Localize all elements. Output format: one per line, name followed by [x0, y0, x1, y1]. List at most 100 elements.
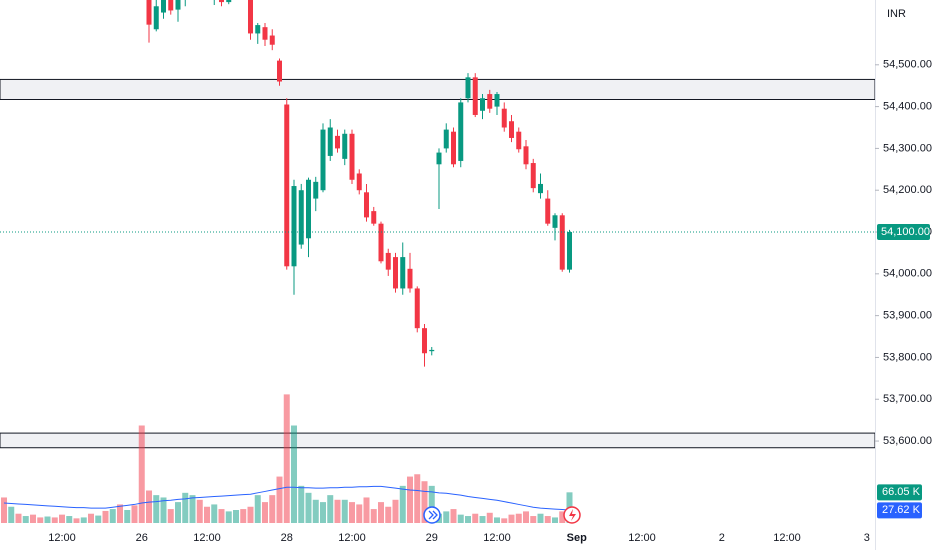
candle-body: [559, 215, 565, 270]
volume-bar: [44, 516, 51, 523]
candle-body: [175, 0, 181, 10]
candle-body: [291, 186, 297, 267]
volume-bar: [204, 506, 210, 523]
y-tick-label: 54,300.00: [883, 142, 932, 154]
candle-body: [472, 77, 478, 115]
volume-bar: [421, 481, 428, 523]
volume-bar: [182, 492, 189, 523]
volume-bar: [356, 504, 363, 523]
y-tick-label: 53,700.00: [883, 393, 932, 405]
volume-bar: [262, 502, 268, 523]
volume-bar: [457, 514, 464, 523]
volume-bar: [283, 394, 290, 523]
volume-bar: [189, 495, 196, 523]
candle-body: [429, 349, 435, 352]
candle-body: [255, 25, 261, 34]
candle-body: [146, 0, 152, 25]
volume-ma-line: [3, 485, 570, 511]
x-tick-label: 2: [719, 532, 725, 544]
candle-body: [327, 127, 333, 156]
volume-bar: [276, 476, 283, 523]
volume-bar: [22, 516, 29, 523]
candle-body: [545, 198, 551, 224]
x-tick-label: 29: [426, 532, 438, 544]
last-price-label: 54,100.00: [881, 226, 930, 238]
candle-body: [385, 252, 391, 270]
volume-bar: [218, 509, 225, 523]
x-tick-label: 12:00: [48, 532, 76, 544]
volume-bar: [160, 497, 167, 523]
candle-body: [480, 98, 485, 111]
volume-bar: [254, 495, 261, 523]
candle-body: [552, 215, 558, 228]
volume-icon[interactable]: [423, 506, 441, 524]
volume-bar: [385, 506, 392, 523]
event-icon[interactable]: [563, 506, 581, 524]
volume-bar: [523, 511, 529, 523]
volume-bar: [392, 499, 399, 523]
volume-bar: [298, 485, 305, 523]
volume-bar: [450, 509, 457, 523]
x-tick-label: Sep: [567, 532, 587, 544]
volume-bar: [95, 515, 102, 523]
volume-bar: [66, 516, 73, 523]
volume-bar: [341, 499, 348, 523]
volume-bar: [131, 505, 138, 523]
y-tick-label: 54,500.00: [883, 59, 932, 71]
volume-bar: [428, 485, 435, 523]
volume-bar: [240, 509, 247, 523]
candle-body: [313, 181, 319, 199]
candle-body: [458, 102, 464, 161]
volume-bar: [225, 511, 232, 523]
volume-bar: [88, 513, 94, 523]
candle-body: [422, 328, 427, 354]
volume-bar: [80, 517, 87, 523]
candle-body: [284, 104, 290, 267]
volume-bar: [544, 516, 551, 523]
volume-bar: [175, 502, 181, 523]
candle-body: [516, 131, 522, 150]
candle-body: [342, 133, 348, 159]
volume-bar: [443, 511, 450, 523]
volume-bar: [73, 518, 80, 523]
volume-bar: [472, 513, 479, 523]
volume-bar: [138, 425, 145, 523]
volume-bar: [320, 502, 326, 523]
candle-body: [262, 27, 268, 40]
volume-bar: [196, 499, 203, 523]
candle-body: [248, 0, 253, 34]
currency-label: INR: [887, 8, 906, 20]
volume-bar: [167, 509, 174, 523]
volume-bar: [414, 474, 421, 523]
y-tick-label: 53,900.00: [883, 310, 932, 322]
candle-body: [501, 108, 507, 128]
volume-bar: [537, 513, 544, 523]
volume-bar: [363, 497, 370, 523]
volume-bar: [378, 502, 384, 523]
candle-body: [306, 179, 311, 239]
candle-body: [465, 77, 471, 99]
x-tick-label: 12:00: [483, 532, 511, 544]
volume-bar: [1, 497, 7, 523]
y-tick-label: 53,800.00: [883, 351, 932, 363]
candle-body: [364, 192, 369, 218]
x-tick-label: 28: [281, 532, 293, 544]
price-zone: [0, 432, 875, 449]
candle-body: [487, 94, 493, 109]
x-tick-label: 26: [136, 532, 148, 544]
volume-bar: [399, 485, 406, 523]
volume-bar: [247, 506, 254, 523]
volume-bar: [312, 499, 319, 523]
candle-body: [523, 146, 529, 165]
volume-bar: [559, 511, 566, 523]
candle-body: [538, 183, 543, 194]
last-price-badge: [877, 224, 930, 241]
volume-bar: [305, 492, 312, 523]
volume-label: 66.05 K: [882, 486, 921, 498]
candle-body: [400, 257, 406, 289]
volume-bar: [211, 504, 218, 523]
volume-bar: [479, 516, 486, 523]
y-tick-label: 54,000.00: [883, 268, 932, 280]
volume-bar: [515, 513, 522, 523]
volume-bar: [486, 512, 493, 523]
